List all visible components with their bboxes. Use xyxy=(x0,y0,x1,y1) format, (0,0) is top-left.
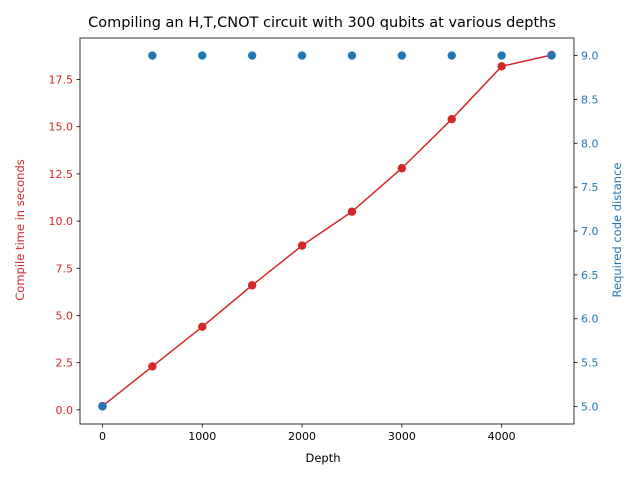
series-right-point xyxy=(98,402,107,411)
chart-title: Compiling an H,T,CNOT circuit with 300 q… xyxy=(88,15,556,31)
series-layer xyxy=(98,50,556,411)
series-left-point xyxy=(447,114,456,124)
right-y-tick-label: 7.5 xyxy=(581,181,599,194)
left-y-tick-label: 0.0 xyxy=(56,404,74,417)
left-y-tick-label: 5.0 xyxy=(56,309,74,322)
series-right-point xyxy=(148,51,157,60)
series-right-point xyxy=(547,51,556,60)
x-tick-label: 2000 xyxy=(288,430,316,443)
right-y-axis-label: Required code distance xyxy=(610,163,624,298)
x-tick-label: 3000 xyxy=(388,430,416,443)
left-y-tick-label: 2.5 xyxy=(56,357,74,370)
axes-layer: 0 1000 2000 3000 4000 0.0 2.5 5.0 7.5 10.0 12.5 15.… xyxy=(49,37,599,443)
right-y-tick-label: 6.5 xyxy=(581,269,599,282)
left-y-axis-label: Compile time in seconds xyxy=(13,159,27,300)
right-y-tick-label: 5.5 xyxy=(581,357,599,370)
left-y-tick-label: 7.5 xyxy=(56,262,74,275)
series-left-point xyxy=(347,207,357,216)
series-left-point xyxy=(497,62,506,71)
series-left-point xyxy=(148,362,157,371)
right-y-tick-label: 6.0 xyxy=(581,313,599,326)
series-left-point xyxy=(297,241,307,250)
right-y-tick-label: 8.5 xyxy=(581,93,599,106)
right-y-tick-label: 9.0 xyxy=(581,50,599,63)
left-y-tick-label: 15.0 xyxy=(49,121,74,134)
series-right-point xyxy=(198,51,207,60)
series-left-point xyxy=(198,322,207,331)
x-axis-label: Depth xyxy=(305,451,340,465)
series-left-point xyxy=(397,164,407,173)
right-y-tick-label: 8.0 xyxy=(581,137,599,150)
left-y-tick-label: 12.5 xyxy=(49,168,74,181)
x-tick-label: 0 xyxy=(99,430,106,443)
series-left-point xyxy=(247,281,257,290)
series-right-point xyxy=(447,51,456,60)
right-y-tick-label: 5.0 xyxy=(581,400,599,413)
series-right-point xyxy=(497,51,506,60)
series-left-line xyxy=(101,54,552,407)
left-y-tick-label: 10.0 xyxy=(49,215,74,228)
series-right-point xyxy=(297,51,307,60)
left-y-tick-label: 17.5 xyxy=(49,74,74,87)
series-right-point xyxy=(247,51,257,60)
x-tick-label: 4000 xyxy=(488,430,516,443)
right-y-tick-label: 7.0 xyxy=(581,225,599,238)
series-right-point xyxy=(347,51,357,60)
series-right-point xyxy=(397,51,407,60)
x-tick-label: 1000 xyxy=(188,430,216,443)
